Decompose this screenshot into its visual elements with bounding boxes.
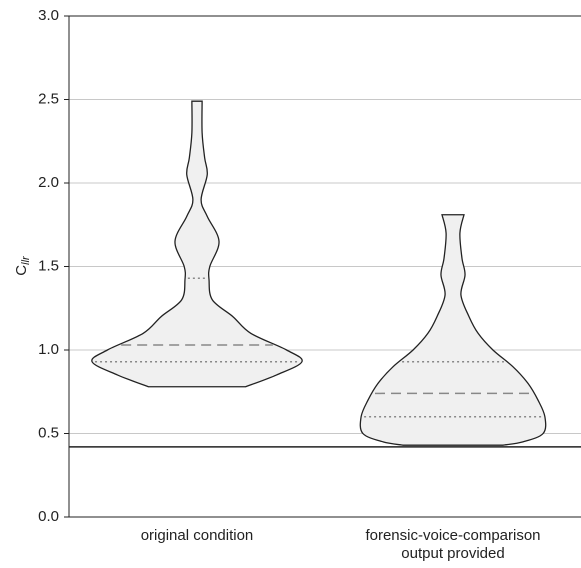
x-tick-label: forensic-voice-comparison	[365, 527, 540, 544]
y-tick-label: 1.0	[38, 341, 59, 358]
violin	[359, 214, 547, 446]
y-axis-label-sub: llr	[20, 255, 32, 265]
x-tick-label: original condition	[141, 527, 254, 544]
y-tick-label: 0.5	[38, 424, 59, 441]
y-tick-label: 3.0	[38, 7, 59, 24]
y-tick-label: 0.0	[38, 508, 59, 525]
violin	[91, 100, 303, 388]
y-tick-label: 1.5	[38, 257, 59, 274]
y-tick-label: 2.0	[38, 174, 59, 191]
y-axis-label: Cllr	[13, 255, 32, 276]
y-axis-label-main: C	[13, 265, 30, 276]
y-tick-label: 2.5	[38, 90, 59, 107]
x-tick-label: output provided	[401, 545, 504, 562]
